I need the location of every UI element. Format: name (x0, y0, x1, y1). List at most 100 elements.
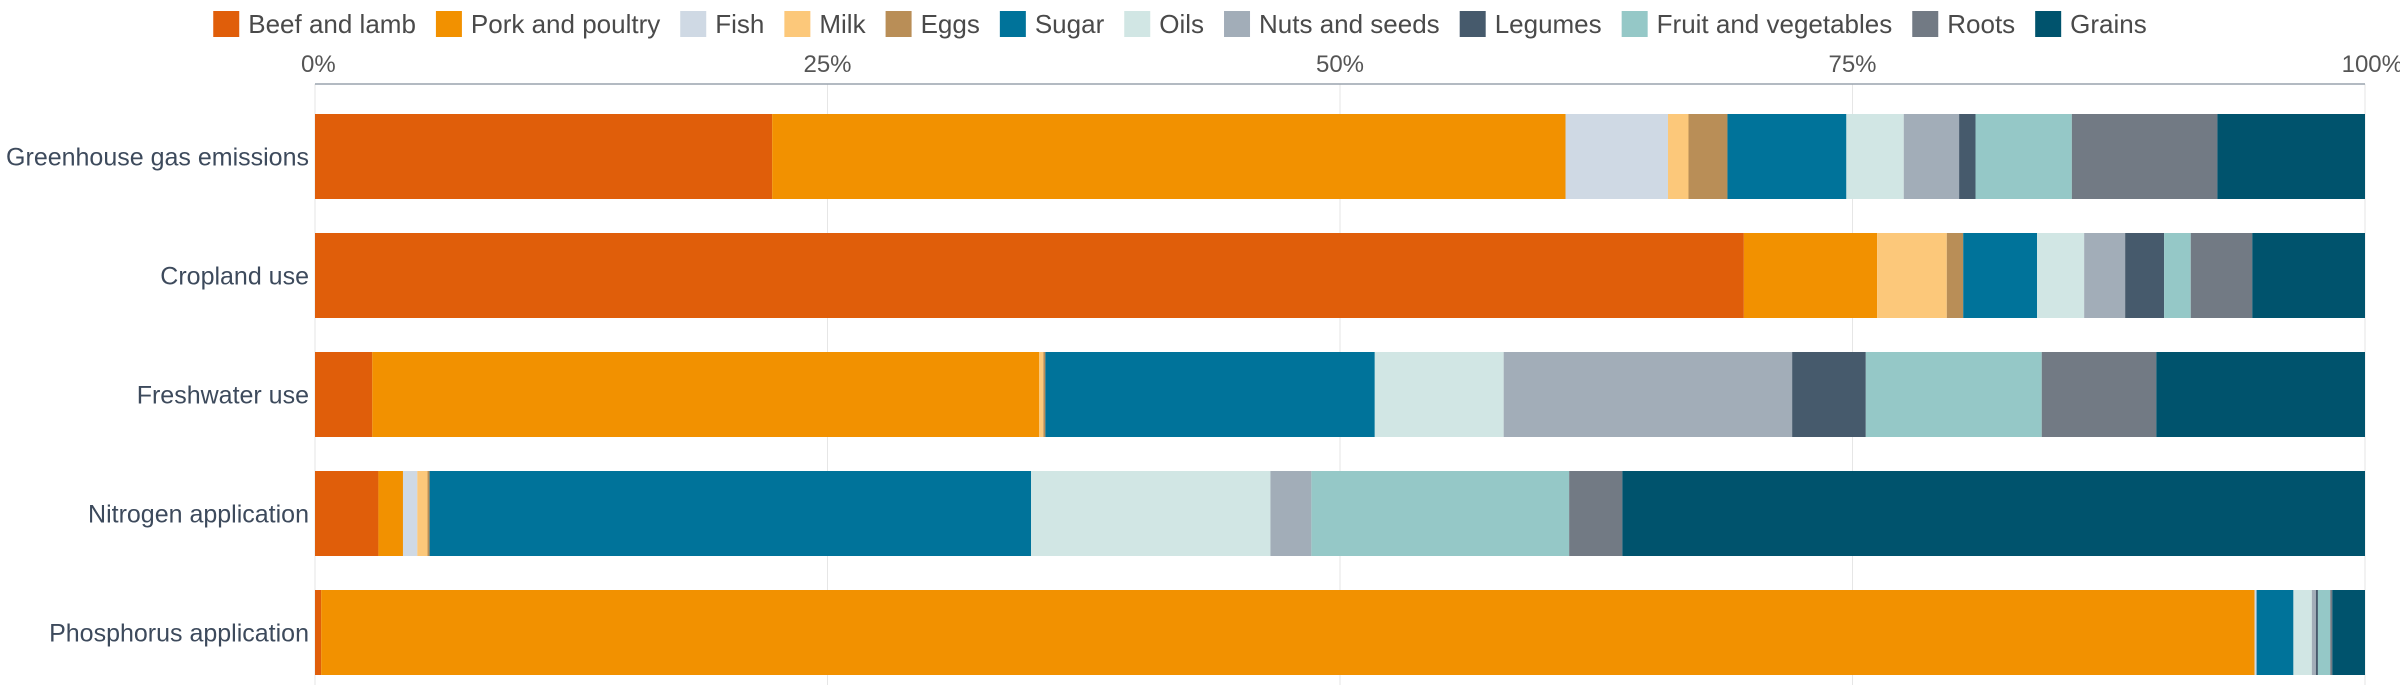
x-tick-label: 25% (803, 51, 851, 78)
bar-segment-oils[interactable] (1846, 114, 1904, 199)
bar-segment-grains[interactable] (1622, 471, 2365, 556)
bar-segment-fruit-and-vegetables[interactable] (2164, 233, 2191, 318)
legend-item-eggs[interactable]: Eggs (885, 9, 980, 39)
bar-segment-sugar[interactable] (1963, 233, 2037, 318)
bar-row-cropland-use (315, 233, 2365, 318)
bar-segment-pork-and-poultry[interactable] (372, 352, 1040, 437)
bar-segment-nuts-and-seeds[interactable] (1503, 352, 1793, 437)
legend-item-pork-and-poultry[interactable]: Pork and poultry (435, 9, 660, 39)
bar-segment-fish[interactable] (2254, 590, 2257, 675)
legend-label: Nuts and seeds (1259, 9, 1440, 39)
bar-segment-oils[interactable] (1031, 471, 1271, 556)
bar-segment-milk[interactable] (1668, 114, 1689, 199)
legend-swatch (680, 11, 707, 37)
legend-swatch (1124, 11, 1151, 37)
category-label-nitrogen-application: Nitrogen application (88, 501, 309, 529)
category-label-greenhouse-gas-emissions: Greenhouse gas emissions (6, 144, 309, 172)
bar-row-phosphorus-application (315, 590, 2365, 675)
legend-item-oils[interactable]: Oils (1124, 9, 1204, 39)
bar-segment-oils[interactable] (1374, 352, 1504, 437)
bar-segment-eggs[interactable] (1043, 352, 1046, 437)
bar-segment-roots[interactable] (2190, 233, 2253, 318)
legend-swatch (999, 11, 1026, 37)
legend-item-fish[interactable]: Fish (680, 9, 764, 39)
legend-label: Eggs (921, 9, 980, 39)
bar-segment-nuts-and-seeds[interactable] (2084, 233, 2126, 318)
bar-segment-beef-and-lamb[interactable] (315, 352, 373, 437)
legend-item-legumes[interactable]: Legumes (1459, 9, 1602, 39)
bar-segment-beef-and-lamb[interactable] (315, 590, 322, 675)
legend: Beef and lamb Pork and poultry Fish Milk Egg… (213, 9, 2147, 39)
legend-swatch (435, 11, 462, 37)
bar-segment-fruit-and-vegetables[interactable] (1311, 471, 1570, 556)
bar-segment-legumes[interactable] (1959, 114, 1976, 199)
bar-segment-legumes[interactable] (2315, 590, 2318, 675)
bar-segment-milk[interactable] (417, 471, 428, 556)
legend-label: Grains (2070, 9, 2147, 39)
legend-item-milk[interactable]: Milk (784, 9, 867, 39)
x-tick-label: 75% (1828, 51, 1876, 78)
bar-segment-sugar[interactable] (429, 471, 1032, 556)
bar-segment-fruit-and-vegetables[interactable] (2317, 590, 2331, 675)
bar-segment-pork-and-poultry[interactable] (321, 590, 2255, 675)
legend-label: Oils (1159, 9, 1204, 39)
legend-item-fruit-and-vegetables[interactable]: Fruit and vegetables (1621, 9, 1893, 39)
bar-segment-pork-and-poultry[interactable] (378, 471, 403, 556)
bar-segment-pork-and-poultry[interactable] (1743, 233, 1878, 318)
bar-segment-legumes[interactable] (1792, 352, 1866, 437)
bar-segment-legumes[interactable] (2125, 233, 2165, 318)
y-axis-categories: Greenhouse gas emissions Cropland use Fres… (6, 144, 309, 648)
legend-swatch (1459, 11, 1486, 37)
bar-segment-nuts-and-seeds[interactable] (1270, 471, 1312, 556)
legend-item-sugar[interactable]: Sugar (999, 9, 1105, 39)
bar-segment-beef-and-lamb[interactable] (315, 471, 379, 556)
bar-segment-sugar[interactable] (1727, 114, 1847, 199)
bar-segment-sugar[interactable] (2256, 590, 2294, 675)
bar-segment-eggs[interactable] (427, 471, 430, 556)
legend-label: Fruit and vegetables (1657, 9, 1893, 39)
bar-segment-milk[interactable] (1039, 352, 1044, 437)
bar-segment-oils[interactable] (2293, 590, 2312, 675)
legend-swatch (885, 11, 912, 37)
bar-segment-oils[interactable] (2037, 233, 2085, 318)
bar-segment-grains[interactable] (2156, 352, 2365, 437)
legend-swatch (1224, 11, 1251, 37)
bar-row-greenhouse-gas-emissions (315, 114, 2365, 199)
bar-segment-fish[interactable] (402, 471, 418, 556)
bar-segment-nuts-and-seeds[interactable] (1903, 114, 1960, 199)
bar-segment-fish[interactable] (1565, 114, 1669, 199)
bar-segment-roots[interactable] (2041, 352, 2157, 437)
legend-item-beef-and-lamb[interactable]: Beef and lamb (213, 9, 416, 39)
legend-swatch (1912, 11, 1939, 37)
bar-segment-sugar[interactable] (1045, 352, 1375, 437)
legend-swatch (1621, 11, 1648, 37)
category-label-phosphorus-application: Phosphorus application (49, 620, 309, 648)
bar-segment-roots[interactable] (2071, 114, 2218, 199)
legend-item-grains[interactable]: Grains (2035, 9, 2147, 39)
legend-swatch (784, 11, 811, 37)
x-tick-label: 0% (301, 51, 336, 78)
bar-segment-beef-and-lamb[interactable] (315, 233, 1744, 318)
bar-segment-nuts-and-seeds[interactable] (2311, 590, 2316, 675)
bar-segment-eggs[interactable] (1688, 114, 1728, 199)
x-axis-ticks: 0% 25% 50% 75% 100% (301, 51, 2400, 85)
bar-segment-fruit-and-vegetables[interactable] (1865, 352, 2042, 437)
bar-segment-eggs[interactable] (1946, 233, 1964, 318)
bar-segment-pork-and-poultry[interactable] (772, 114, 1566, 199)
bar-segment-roots[interactable] (2330, 590, 2333, 675)
legend-item-nuts-and-seeds[interactable]: Nuts and seeds (1224, 9, 1440, 39)
legend-swatch (2035, 11, 2062, 37)
legend-label: Sugar (1035, 9, 1105, 39)
bar-segment-grains[interactable] (2252, 233, 2365, 318)
legend-label: Milk (819, 9, 866, 39)
bar-segment-grains[interactable] (2217, 114, 2365, 199)
bar-segment-beef-and-lamb[interactable] (315, 114, 773, 199)
category-label-freshwater-use: Freshwater use (137, 382, 309, 410)
bar-segment-milk[interactable] (1877, 233, 1947, 318)
legend-item-roots[interactable]: Roots (1912, 9, 2015, 39)
bar-segment-grains[interactable] (2332, 590, 2365, 675)
bar-segment-fruit-and-vegetables[interactable] (1975, 114, 2072, 199)
bar-segment-roots[interactable] (1569, 471, 1623, 556)
